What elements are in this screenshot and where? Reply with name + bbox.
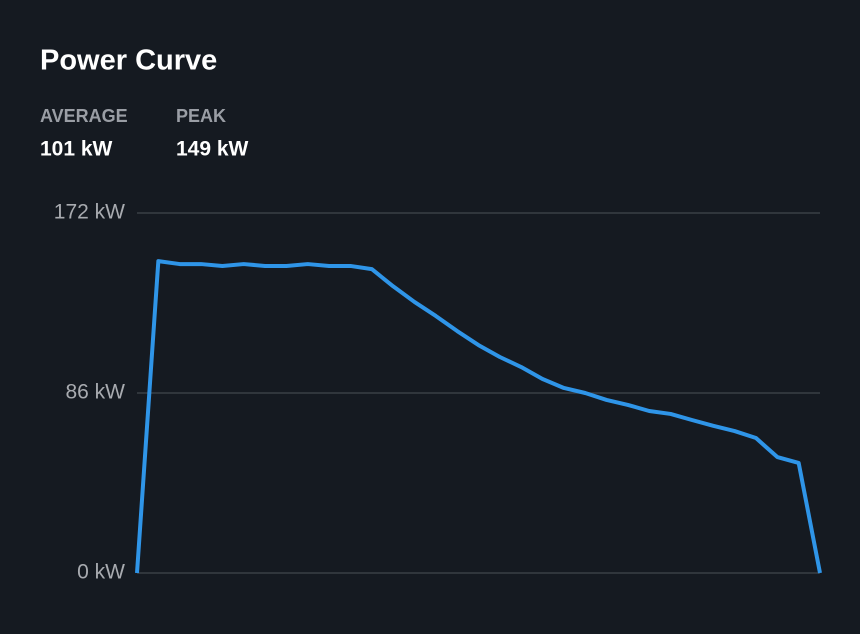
y-tick-label: 0 kW bbox=[77, 561, 125, 584]
y-tick-label: 86 kW bbox=[65, 381, 125, 404]
stat-value: 149 kW bbox=[176, 138, 249, 161]
stat-value: 101 kW bbox=[40, 138, 113, 161]
stat-label: AVERAGE bbox=[40, 106, 128, 126]
stat-label: PEAK bbox=[176, 106, 226, 126]
chart-title: Power Curve bbox=[40, 45, 217, 77]
power-line bbox=[135, 259, 822, 574]
y-tick-label: 172 kW bbox=[54, 201, 125, 224]
